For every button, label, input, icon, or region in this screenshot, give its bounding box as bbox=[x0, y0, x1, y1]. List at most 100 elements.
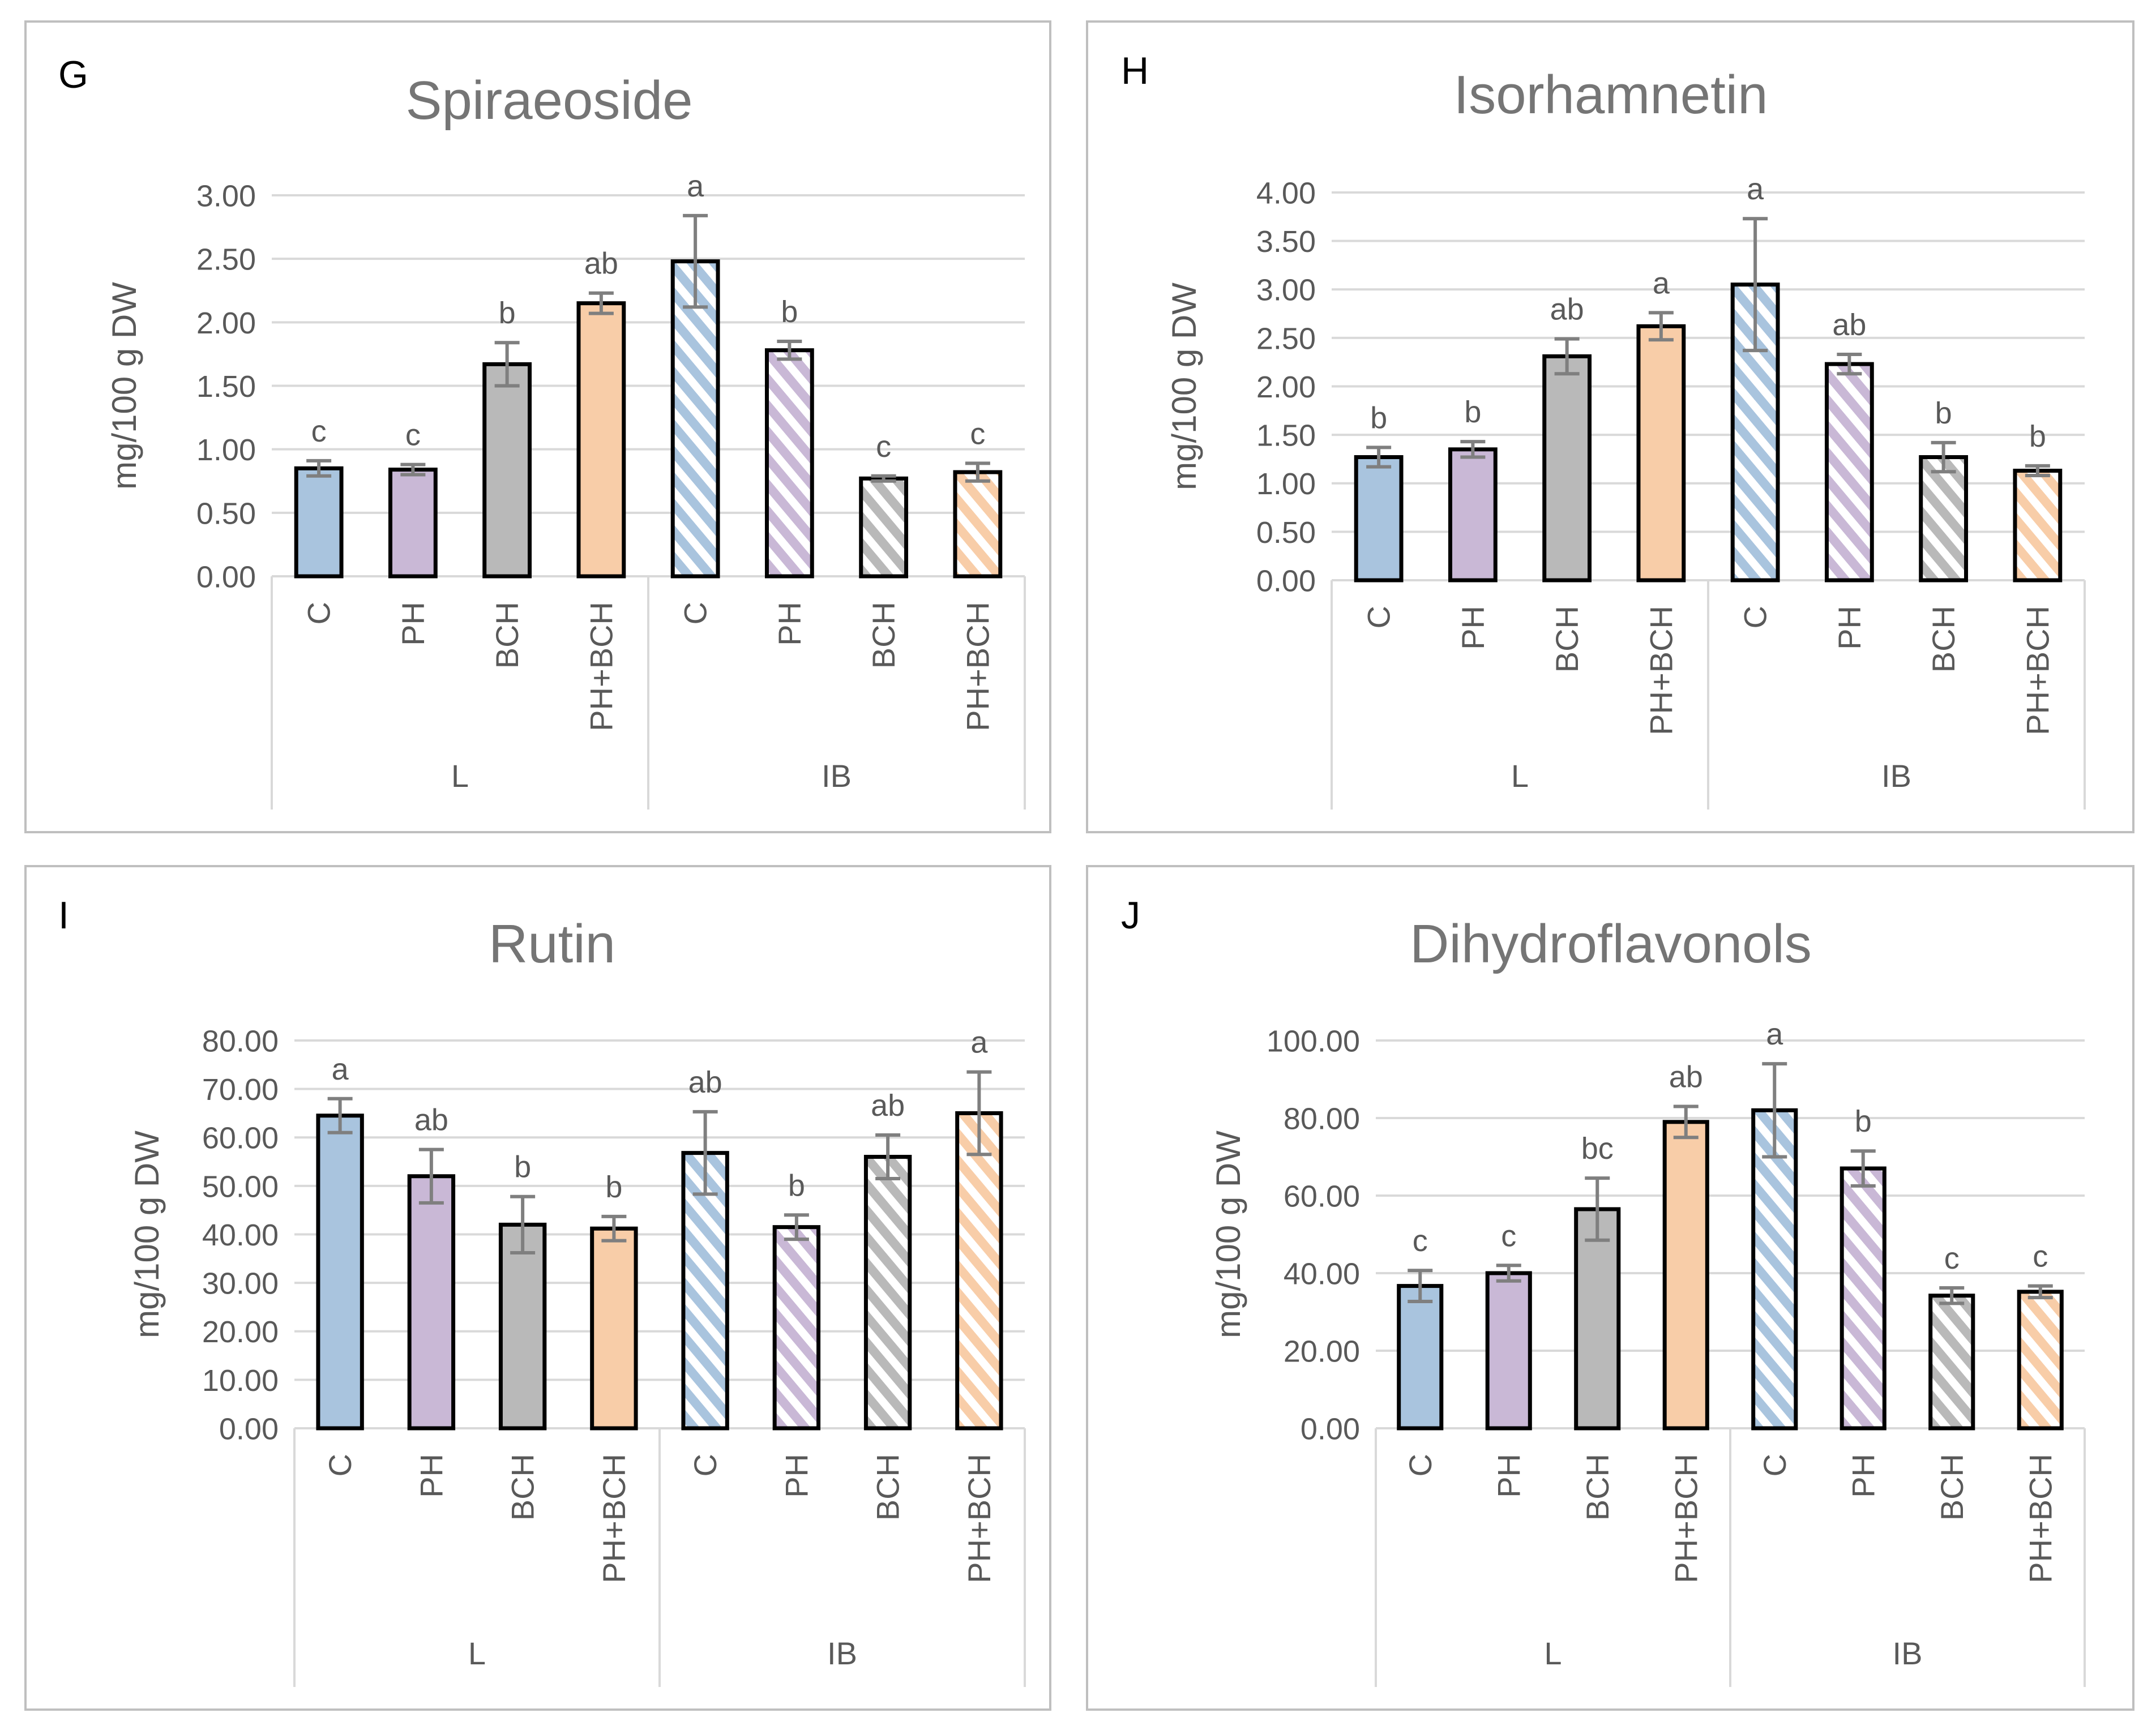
significance-letter: c bbox=[405, 418, 421, 452]
x-tick-label: PH bbox=[1455, 606, 1491, 650]
y-tick-label: 70.00 bbox=[202, 1073, 279, 1107]
y-tick-label: 50.00 bbox=[202, 1170, 279, 1204]
y-tick-label: 1.00 bbox=[196, 433, 256, 467]
error-bar bbox=[2025, 464, 2050, 478]
panel-label: H bbox=[1121, 49, 1149, 92]
chart-title: Spiraeoside bbox=[406, 70, 693, 131]
error-bar bbox=[1496, 1264, 1521, 1283]
significance-letter: b bbox=[1935, 396, 1952, 430]
significance-letter: ab bbox=[1832, 308, 1866, 342]
y-tick-label: 10.00 bbox=[202, 1364, 279, 1398]
x-tick-label: PH+BCH bbox=[1643, 606, 1679, 735]
panel-border bbox=[24, 20, 1051, 833]
group-label: IB bbox=[1893, 1635, 1923, 1671]
y-tick-label: 30.00 bbox=[202, 1267, 279, 1301]
significance-letter: c bbox=[970, 417, 985, 451]
x-tick-label: PH bbox=[772, 602, 807, 646]
x-tick-label: BCH bbox=[866, 602, 901, 669]
x-tick-label: PH bbox=[413, 1454, 449, 1498]
bar-L-PH+BCH bbox=[590, 1226, 638, 1431]
group-label: IB bbox=[827, 1635, 857, 1671]
significance-letter: ab bbox=[414, 1103, 448, 1137]
y-axis-label: mg/100 g DW bbox=[1209, 1131, 1247, 1338]
y-tick-label: 1.50 bbox=[1256, 419, 1316, 453]
x-tick-label: BCH bbox=[1580, 1454, 1615, 1521]
error-bar bbox=[871, 474, 896, 483]
significance-letter: c bbox=[311, 414, 327, 448]
x-tick-label: PH+BCH bbox=[960, 602, 995, 731]
y-tick-label: 1.50 bbox=[196, 370, 256, 404]
group-label: IB bbox=[1881, 758, 1911, 794]
panel-H: H Isorhamnetin 0.00 0.50 1.00 1.50 2.00 2.50 3.0… bbox=[1086, 20, 2134, 833]
error-bar bbox=[692, 1110, 718, 1196]
x-tick-label: PH+BCH bbox=[583, 602, 619, 731]
error-bar bbox=[777, 339, 802, 361]
x-tick-label: PH+BCH bbox=[2020, 606, 2055, 735]
x-tick-label: C bbox=[322, 1454, 358, 1476]
panel-label: J bbox=[1121, 894, 1140, 937]
error-bar bbox=[1762, 1062, 1787, 1159]
panel-border bbox=[24, 865, 1051, 1711]
chart-title: Isorhamnetin bbox=[1454, 65, 1768, 125]
bar-L-BCH bbox=[498, 1222, 547, 1431]
significance-letter: ab bbox=[1669, 1060, 1703, 1094]
bar-IB-PH+BCH bbox=[953, 470, 1003, 579]
error-bar bbox=[1585, 1176, 1610, 1242]
x-tick-label: BCH bbox=[505, 1454, 541, 1521]
x-tick-label: PH+BCH bbox=[1668, 1454, 1704, 1583]
error-bar bbox=[306, 459, 332, 478]
panel-J: J Dihydroflavonols 0.00 20.00 40.00 60.00 80.0… bbox=[1086, 865, 2134, 1711]
x-tick-label: C bbox=[301, 602, 337, 624]
bar-IB-C bbox=[670, 259, 720, 579]
significance-letter: c bbox=[2033, 1240, 2048, 1274]
x-tick-label: PH bbox=[395, 602, 431, 646]
bar-L-C bbox=[294, 466, 344, 579]
significance-letter: a bbox=[687, 169, 704, 203]
y-tick-label: 80.00 bbox=[202, 1024, 279, 1058]
error-bar bbox=[1648, 311, 1674, 342]
significance-letter: a bbox=[1766, 1017, 1783, 1051]
significance-letter: c bbox=[1413, 1224, 1428, 1258]
error-bar bbox=[1554, 337, 1580, 376]
x-tick-label: C bbox=[1757, 1454, 1793, 1476]
significance-letter: a bbox=[1653, 266, 1670, 300]
significance-letter: b bbox=[1464, 395, 1481, 429]
bar-IB-PH bbox=[772, 1225, 821, 1431]
y-tick-label: 3.00 bbox=[1256, 273, 1316, 307]
significance-letter: ab bbox=[584, 247, 618, 281]
y-tick-label: 0.00 bbox=[219, 1412, 279, 1446]
error-bar bbox=[1408, 1269, 1433, 1304]
y-tick-label: 2.50 bbox=[1256, 322, 1316, 356]
bar-IB-PH bbox=[764, 348, 814, 579]
group-label: L bbox=[468, 1635, 486, 1671]
significance-letter: ab bbox=[688, 1065, 722, 1099]
y-tick-label: 60.00 bbox=[202, 1121, 279, 1155]
y-tick-label: 0.00 bbox=[1256, 564, 1316, 598]
bar-IB-PH+BCH bbox=[2017, 1290, 2064, 1431]
error-bar bbox=[875, 1133, 901, 1181]
y-tick-label: 0.50 bbox=[196, 496, 256, 530]
y-tick-label: 4.00 bbox=[1256, 176, 1316, 210]
x-tick-label: C bbox=[678, 602, 713, 624]
x-tick-label: C bbox=[1361, 606, 1397, 628]
error-bar bbox=[1743, 217, 1768, 353]
significance-letter: b bbox=[1370, 401, 1387, 435]
bar-L-BCH bbox=[482, 362, 532, 579]
bar-L-PH+BCH bbox=[1636, 324, 1686, 583]
y-tick-label: 3.50 bbox=[1256, 225, 1316, 259]
group-label: L bbox=[1511, 758, 1529, 794]
group-label: L bbox=[1544, 1635, 1562, 1671]
error-bar bbox=[1837, 352, 1862, 376]
y-axis-label: mg/100 g DW bbox=[1165, 282, 1203, 490]
bar-L-BCH bbox=[1574, 1207, 1621, 1431]
x-tick-label: C bbox=[687, 1454, 723, 1476]
x-tick-label: PH+BCH bbox=[596, 1454, 632, 1583]
significance-letter: bc bbox=[1581, 1132, 1614, 1166]
panel-border bbox=[1086, 20, 2134, 833]
error-bar bbox=[2027, 1284, 2053, 1300]
x-tick-label: BCH bbox=[1934, 1454, 1970, 1521]
bar-L-PH bbox=[1448, 447, 1498, 583]
bar-IB-PH bbox=[1824, 362, 1874, 583]
y-tick-label: 2.00 bbox=[1256, 370, 1316, 404]
bar-L-BCH bbox=[1542, 354, 1592, 583]
